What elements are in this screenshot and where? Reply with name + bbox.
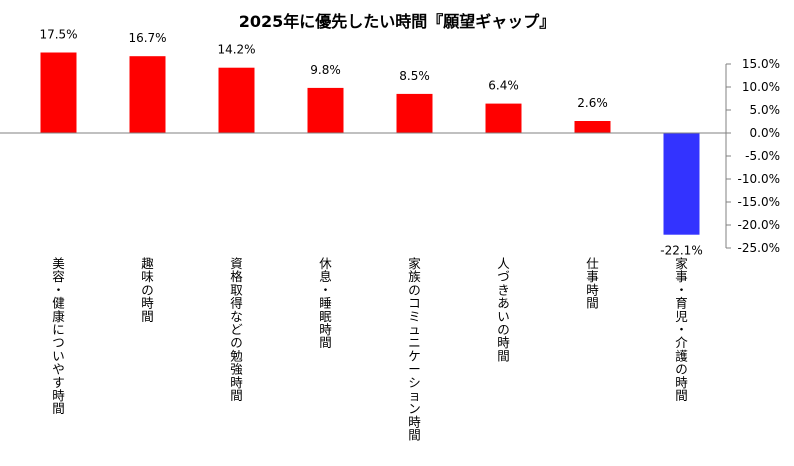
bar: [396, 93, 433, 133]
data-label: 9.8%: [310, 63, 341, 77]
bar: [485, 103, 522, 133]
y-tick-label: 15.0%: [742, 57, 780, 71]
labels-layer: 17.5% 16.7% 14.2% 9.8% 8.5% 6.4% 2.6% -22.1% 美容・…: [39, 28, 702, 443]
y-tick-label: -5.0%: [745, 149, 780, 163]
category-label: 人づきあいの時間: [497, 256, 510, 363]
category-label: 家族のコミュニケーション時間: [408, 256, 421, 443]
chart-title: 2025年に優先したい時間『願望ギャップ』: [239, 12, 556, 31]
bar: [307, 87, 344, 133]
category-label: 仕事時間: [586, 256, 599, 311]
category-label: 趣味の時間: [141, 256, 154, 324]
bar: [663, 133, 700, 235]
y-tick-label: -20.0%: [738, 218, 780, 232]
y-tick-label: -25.0%: [738, 241, 780, 255]
category-label: 美容・健康についやす時間: [52, 256, 65, 416]
bar: [218, 67, 255, 133]
axis-layer: 15.0% 10.0% 5.0% 0.0% -5.0% -10.0% -15.0% -20.0…: [0, 57, 780, 255]
data-label: 6.4%: [488, 79, 519, 93]
bars-layer: [40, 52, 700, 235]
category-label: 家事・育児・介護の時間: [675, 256, 688, 403]
y-tick-label: 0.0%: [750, 126, 781, 140]
data-label: 17.5%: [39, 28, 77, 42]
y-tick-label: -10.0%: [738, 172, 780, 186]
bar: [40, 52, 77, 133]
bar: [129, 56, 166, 134]
data-label: -22.1%: [660, 244, 702, 258]
y-tick-label: 5.0%: [750, 103, 781, 117]
data-label: 8.5%: [399, 69, 430, 83]
data-label: 2.6%: [577, 96, 608, 110]
y-tick-label: -15.0%: [738, 195, 780, 209]
category-label: 休息・睡眠時間: [319, 256, 332, 350]
bar: [574, 121, 611, 133]
data-label: 16.7%: [128, 31, 166, 45]
y-tick-label: 10.0%: [742, 80, 780, 94]
category-label: 資格取得などの勉強時間: [230, 256, 243, 403]
data-label: 14.2%: [217, 43, 255, 57]
